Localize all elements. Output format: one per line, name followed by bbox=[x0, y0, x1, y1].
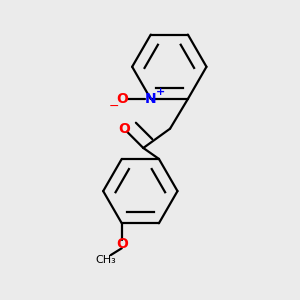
Text: O: O bbox=[118, 122, 130, 136]
Text: O: O bbox=[117, 92, 128, 106]
Text: CH₃: CH₃ bbox=[95, 255, 116, 266]
Text: O: O bbox=[116, 237, 128, 251]
Text: N: N bbox=[145, 92, 157, 106]
Text: +: + bbox=[156, 87, 165, 98]
Text: −: − bbox=[108, 100, 119, 113]
